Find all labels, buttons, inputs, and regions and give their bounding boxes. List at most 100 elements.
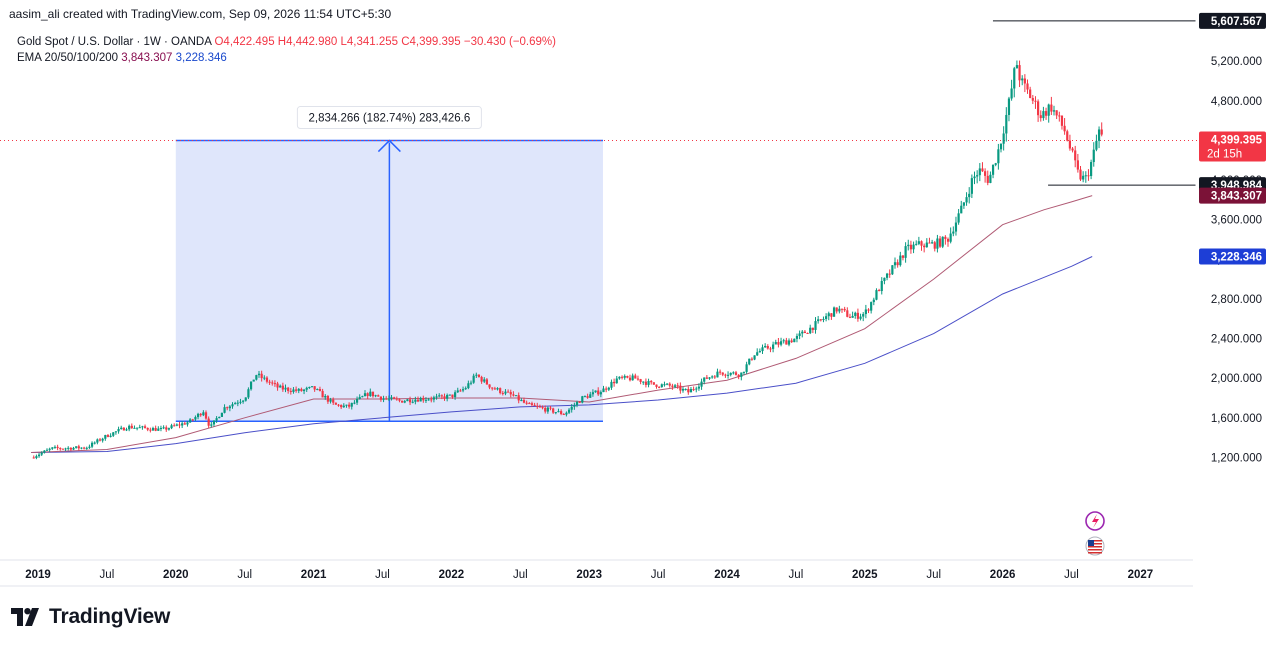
candle-body	[1055, 110, 1058, 116]
candle-body	[382, 398, 385, 400]
candle-body	[414, 399, 417, 402]
candle-body	[342, 405, 345, 408]
candle-body	[994, 163, 997, 165]
candle-body	[395, 398, 398, 400]
candle-body	[215, 418, 218, 421]
range-arrow-head	[377, 139, 401, 153]
candle-body	[766, 345, 769, 349]
candle-body	[424, 399, 428, 401]
candle-body	[255, 375, 258, 380]
candle-body	[77, 446, 80, 449]
us-flag-stripe	[1088, 543, 1102, 545]
candle-body	[700, 381, 703, 387]
candle-body	[374, 395, 377, 397]
brand-name: TradingView	[49, 605, 171, 628]
candle-body	[514, 395, 518, 397]
candle-body	[583, 396, 587, 398]
candle-body	[459, 390, 462, 392]
candle-body	[273, 383, 277, 385]
indicator-row[interactable]: EMA 20/50/100/200 3,843.307 3,228.346	[17, 50, 556, 66]
candle-body	[220, 412, 224, 417]
candle-body	[941, 236, 944, 247]
candle-body	[856, 312, 860, 319]
candle-body	[843, 308, 846, 311]
candle-body	[104, 435, 107, 439]
x-tick-label: Jul	[926, 569, 941, 581]
candle-body	[944, 236, 947, 239]
candle-body	[96, 439, 99, 443]
ema-label[interactable]: EMA 20/50/100/200	[17, 52, 119, 64]
candle-body	[785, 340, 788, 345]
candle-body	[986, 175, 989, 183]
candle-body	[673, 385, 677, 387]
candle-body	[703, 377, 706, 382]
candle-body	[851, 315, 854, 318]
candle-body	[885, 273, 889, 278]
candle-body	[931, 242, 934, 244]
candle-body	[522, 400, 526, 403]
candle-body	[589, 394, 592, 398]
candle-body	[962, 202, 966, 206]
candle-body	[162, 427, 165, 429]
candle-body	[984, 171, 987, 176]
candle-body	[438, 395, 441, 397]
candle-body	[1010, 88, 1013, 99]
candle-body	[1084, 175, 1087, 177]
candle-body	[660, 384, 663, 388]
ema-slow-label: 3,228.346	[1211, 252, 1262, 264]
candle-body	[491, 387, 494, 389]
candle-body	[432, 397, 436, 400]
candle-body	[416, 399, 420, 402]
candle-body	[957, 213, 960, 223]
candle-body	[528, 403, 531, 405]
candle-body	[525, 402, 528, 404]
candle-body	[191, 419, 194, 421]
candle-body	[891, 265, 894, 275]
candle-body	[136, 427, 139, 429]
candle-body	[594, 390, 597, 393]
candle-body	[181, 423, 184, 426]
candle-body	[1034, 100, 1037, 102]
candle-body	[560, 411, 563, 414]
candle-body	[729, 372, 732, 375]
candle-body	[440, 395, 443, 397]
candle-body	[938, 238, 942, 247]
candle-body	[907, 244, 910, 247]
candle-body	[398, 399, 401, 401]
candle-body	[581, 396, 584, 403]
candle-body	[366, 393, 369, 396]
candle-body	[98, 439, 102, 441]
candle-body	[85, 447, 88, 449]
symbol-name[interactable]: Gold Spot / U.S. Dollar · 1W · OANDA	[17, 36, 212, 48]
candle-body	[628, 377, 632, 381]
candle-body	[610, 381, 613, 388]
candle-body	[546, 407, 549, 412]
candle-body	[1039, 115, 1042, 119]
candle-body	[393, 397, 396, 399]
candle-body	[263, 377, 266, 379]
price-chart[interactable]: 2,834.266 (182.74%) 283,426.6 1,200.000 1,…	[0, 0, 1281, 600]
candle-body	[999, 143, 1003, 150]
candle-body	[904, 246, 907, 258]
candle-body	[321, 390, 324, 398]
candle-body	[782, 340, 785, 342]
candle-body	[236, 402, 239, 404]
candle-body	[893, 262, 897, 266]
candle-body	[340, 404, 343, 408]
candle-body	[493, 388, 496, 390]
candle-body	[281, 385, 284, 390]
candle-body	[329, 399, 332, 402]
candle-body	[167, 428, 171, 430]
candle-body	[745, 364, 748, 372]
candle-body	[1087, 175, 1090, 177]
candle-body	[687, 388, 690, 393]
x-tick-label: Jul	[100, 569, 115, 581]
ema-value-fast: 3,843.307	[121, 52, 173, 64]
candle-body	[1026, 83, 1029, 90]
candle-body	[565, 412, 568, 415]
candle-body	[128, 425, 131, 430]
high-value: H4,442.980	[277, 36, 338, 48]
candle-body	[676, 385, 679, 387]
candle-body	[284, 387, 287, 390]
y-tick-label: 5,200.000	[1211, 56, 1262, 68]
